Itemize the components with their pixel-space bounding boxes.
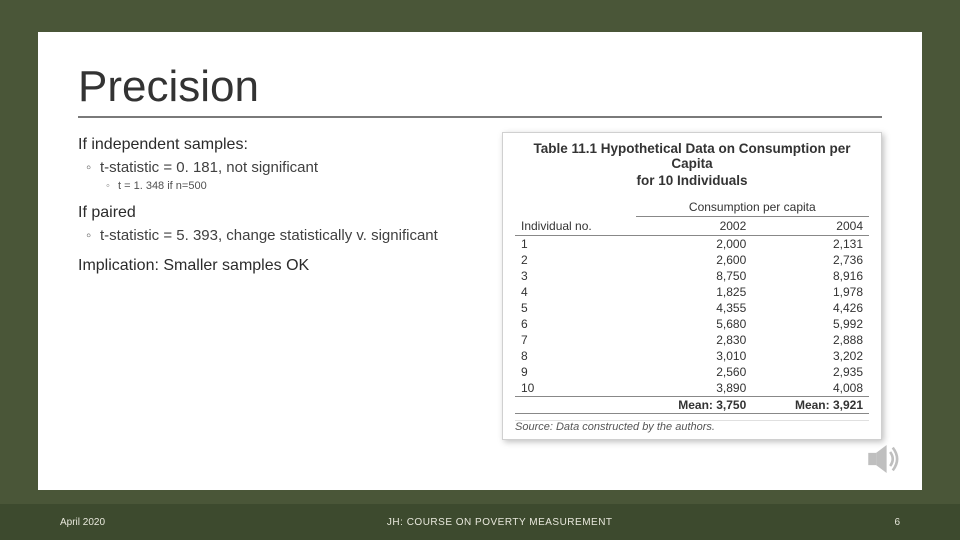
left-column: If independent samples: t-statistic = 0.… <box>78 132 472 440</box>
table-title-line2: for 10 Individuals <box>515 173 869 188</box>
footer-center: JH: COURSE ON POVERTY MEASUREMENT <box>105 517 894 528</box>
heading-paired: If paired <box>78 204 472 222</box>
data-table: Consumption per capita Individual no. 20… <box>515 198 869 414</box>
bullet-tstat-independent: t-statistic = 0. 181, not significant <box>78 158 472 178</box>
table-superheader: Consumption per capita <box>636 198 869 217</box>
table-row: 22,6002,736 <box>515 252 869 268</box>
table-row: 54,3554,426 <box>515 300 869 316</box>
table-source: Source: Data constructed by the authors. <box>515 420 869 433</box>
table-row: 12,0002,131 <box>515 236 869 253</box>
table-means-row: Mean: 3,750 Mean: 3,921 <box>515 397 869 414</box>
table-title-line1: Table 11.1 Hypothetical Data on Consumpt… <box>515 141 869 171</box>
source-text: Data constructed by the authors. <box>553 421 715 433</box>
table-col-2004: 2004 <box>752 217 869 236</box>
slide-title: Precision <box>78 62 882 118</box>
table-row: 41,8251,978 <box>515 284 869 300</box>
footer-page-number: 6 <box>894 517 900 528</box>
slide-footer: April 2020 JH: COURSE ON POVERTY MEASURE… <box>0 504 960 540</box>
content-area: If independent samples: t-statistic = 0.… <box>78 132 882 440</box>
table-col-individual: Individual no. <box>515 217 636 236</box>
table-row: 92,5602,935 <box>515 364 869 380</box>
table-row: 72,8302,888 <box>515 332 869 348</box>
speaker-icon <box>863 438 905 480</box>
mean-2004: Mean: 3,921 <box>752 397 869 414</box>
footer-date: April 2020 <box>60 517 105 528</box>
bullet-tstat-paired: t-statistic = 5. 393, change statistical… <box>78 226 472 246</box>
subbullet-n500: t = 1. 348 if n=500 <box>78 180 472 192</box>
table-row: 103,8904,008 <box>515 380 869 397</box>
heading-implication: Implication: Smaller samples OK <box>78 257 472 275</box>
table-col-2002: 2002 <box>636 217 753 236</box>
source-label: Source: <box>515 421 553 433</box>
right-column: Table 11.1 Hypothetical Data on Consumpt… <box>502 132 882 440</box>
data-table-figure: Table 11.1 Hypothetical Data on Consumpt… <box>502 132 882 440</box>
heading-independent-samples: If independent samples: <box>78 136 472 154</box>
table-row: 83,0103,202 <box>515 348 869 364</box>
mean-2002: Mean: 3,750 <box>636 397 753 414</box>
table-row: 65,6805,992 <box>515 316 869 332</box>
slide: Precision If independent samples: t-stat… <box>38 32 922 490</box>
table-row: 38,7508,916 <box>515 268 869 284</box>
